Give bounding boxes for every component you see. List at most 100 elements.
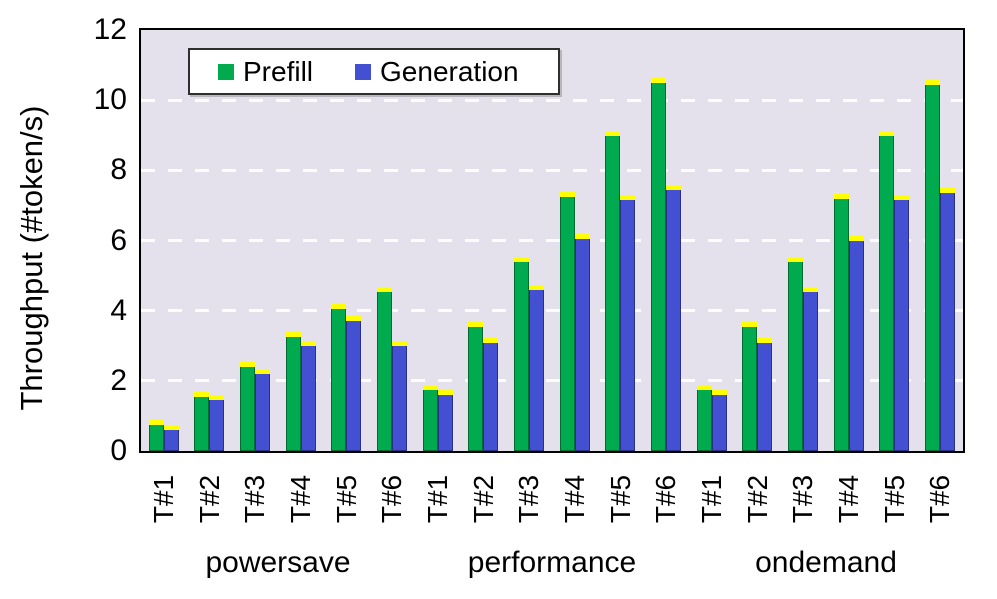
error-bar-cap — [894, 195, 910, 201]
legend-swatch-icon — [218, 63, 234, 80]
error-bar-cap — [833, 193, 849, 199]
gridline — [141, 98, 963, 102]
error-bar-cap — [209, 395, 225, 401]
bar-generation — [209, 395, 225, 451]
bar-generation — [666, 184, 682, 451]
bar-prefill — [925, 79, 941, 451]
error-bar-cap — [392, 341, 408, 346]
error-bar-cap — [559, 191, 575, 197]
gridline — [141, 239, 963, 242]
bar-prefill — [285, 332, 301, 451]
bar-prefill — [148, 419, 164, 451]
bar-generation — [437, 390, 453, 451]
bar-generation — [483, 337, 499, 451]
legend: Prefill Generation — [188, 48, 560, 95]
plot-area — [139, 28, 965, 453]
bar-generation — [757, 337, 773, 451]
bar-generation — [529, 284, 545, 451]
x-tick-label: T#3 — [513, 474, 545, 524]
x-tick-label: T#2 — [193, 474, 225, 524]
error-bar-cap — [696, 384, 712, 390]
bar-cluster — [369, 30, 415, 451]
bar-cluster — [552, 30, 598, 451]
error-bar-cap — [377, 286, 393, 292]
x-tick-label: T#4 — [284, 474, 316, 524]
y-tick-label: 6 — [110, 223, 127, 257]
bar-cluster — [872, 30, 918, 451]
x-tick-label: T#5 — [330, 474, 362, 524]
bar-generation — [255, 369, 271, 451]
bar-cluster — [141, 30, 187, 451]
gridline — [141, 379, 963, 383]
bar-generation — [620, 195, 636, 451]
bar-prefill — [696, 384, 712, 451]
bar-cluster — [232, 30, 278, 451]
x-tick-label: T#1 — [147, 474, 179, 524]
bar-prefill — [879, 130, 895, 451]
bar-generation — [574, 234, 590, 451]
error-bar-cap — [940, 188, 956, 194]
error-bar-cap — [331, 304, 347, 310]
bar-generation — [346, 316, 362, 451]
error-bar-cap — [742, 321, 758, 327]
x-tick-label: T#2 — [741, 474, 773, 524]
bar-cluster — [780, 30, 826, 451]
error-bar-cap — [148, 419, 164, 425]
x-tick-label: T#4 — [558, 474, 590, 524]
bar-generation — [392, 341, 408, 451]
bar-cluster — [826, 30, 872, 451]
x-tick-label: T#6 — [924, 474, 956, 524]
error-bar-cap — [483, 337, 499, 343]
bar-cluster — [506, 30, 552, 451]
error-bar-cap — [529, 284, 545, 290]
x-tick-label: T#5 — [604, 474, 636, 524]
bar-cluster — [917, 30, 963, 451]
error-bar-cap — [848, 235, 864, 241]
bar-generation — [163, 425, 179, 451]
bar-cluster — [643, 30, 689, 451]
legend-item: Prefill — [218, 55, 314, 87]
x-tick-label: T#1 — [695, 474, 727, 524]
error-bar-cap — [514, 256, 530, 262]
group-label: performance — [467, 546, 637, 579]
x-tick-label: T#2 — [467, 474, 499, 524]
bar-prefill — [742, 321, 758, 451]
legend-label: Prefill — [243, 55, 314, 87]
bar-prefill — [605, 130, 621, 451]
error-bar-cap — [711, 390, 727, 396]
bar-prefill — [194, 391, 210, 451]
x-tick-label: T#6 — [650, 474, 682, 524]
bar-prefill — [331, 304, 347, 451]
error-bar-cap — [194, 391, 210, 397]
error-bar-cap — [605, 130, 621, 136]
bar-cluster — [278, 30, 324, 451]
y-tick-label: 0 — [110, 434, 127, 467]
error-bar-cap — [574, 234, 590, 239]
error-bar-cap — [240, 362, 256, 368]
error-bar-cap — [757, 337, 773, 343]
x-tick-label: T#6 — [376, 474, 408, 524]
error-bar-cap — [788, 256, 804, 262]
bar-cluster — [461, 30, 507, 451]
x-tick-label: T#4 — [832, 474, 864, 524]
y-tick-label: 4 — [110, 293, 127, 327]
bar-prefill — [559, 191, 575, 451]
error-bar-cap — [255, 369, 271, 375]
bar-prefill — [651, 77, 667, 451]
gridline — [141, 309, 963, 313]
group-label: powersave — [205, 546, 351, 579]
bar-generation — [300, 341, 316, 451]
bar-generation — [940, 188, 956, 451]
x-tick-label: T#5 — [878, 474, 910, 524]
error-bar-cap — [651, 77, 667, 83]
error-bar-cap — [437, 390, 453, 396]
error-bar-cap — [803, 286, 819, 292]
y-tick-label: 8 — [110, 153, 127, 187]
bar-cluster — [187, 30, 233, 451]
bar-prefill — [422, 384, 438, 451]
x-tick-label: T#3 — [239, 474, 271, 524]
bar-cluster — [598, 30, 644, 451]
bar-prefill — [377, 286, 393, 451]
bar-cluster — [735, 30, 781, 451]
x-tick-label: T#1 — [421, 474, 453, 524]
